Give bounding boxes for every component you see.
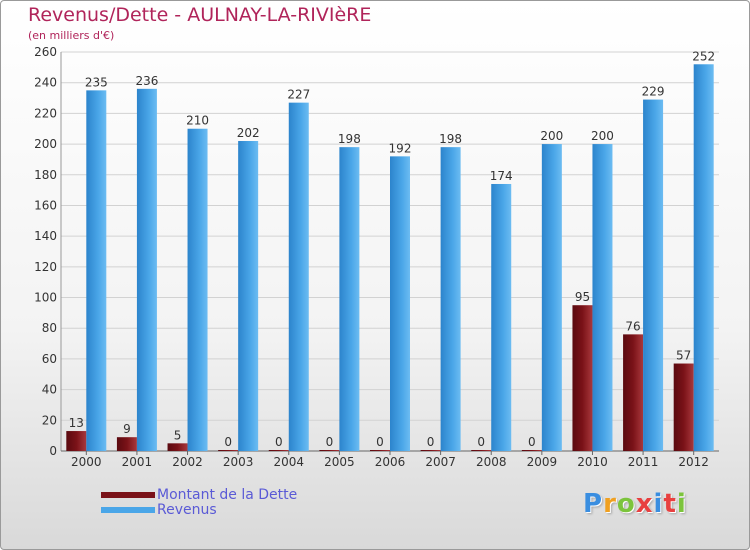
data-label-dette: 0 [224, 435, 232, 449]
data-label-revenus: 227 [287, 88, 310, 102]
y-tick-label: 200 [34, 137, 57, 151]
data-label-dette: 0 [326, 435, 334, 449]
legend-swatch-dette [101, 491, 155, 498]
chart-title: Revenus/Dette - AULNAY-LA-RIVIèRE [28, 4, 372, 26]
legend-item-dette: Montant de la Dette [101, 486, 298, 503]
logo-letter: r [603, 489, 617, 519]
bar-dette [370, 450, 390, 451]
legend-label-revenus: Revenus [157, 501, 217, 518]
x-tick-label: 2012 [678, 455, 709, 469]
bar-dette [218, 450, 239, 451]
data-label-revenus: 174 [490, 169, 513, 183]
data-label-dette: 0 [275, 435, 283, 449]
x-tick-label: 2004 [273, 455, 304, 469]
bar-dette [673, 363, 694, 451]
x-tick-label: 2002 [172, 455, 203, 469]
bar-dette [167, 443, 188, 451]
data-label-dette: 0 [528, 435, 536, 449]
data-label-revenus: 229 [642, 85, 665, 99]
bar-dette [116, 437, 137, 451]
data-label-dette: 9 [123, 422, 131, 436]
bar-dette [623, 334, 644, 451]
x-tick-label: 2007 [425, 455, 456, 469]
data-label-revenus: 202 [237, 126, 260, 140]
bar-dette [521, 450, 542, 451]
bar-revenus [187, 128, 208, 451]
proxiti-logo: Proxiti [583, 489, 687, 519]
logo-letter: i [653, 489, 664, 519]
data-label-dette: 76 [625, 319, 640, 333]
x-tick-label: 2011 [628, 455, 659, 469]
logo-letter: o [616, 489, 636, 519]
y-tick-label: 100 [34, 291, 57, 305]
logo-letter: P [583, 489, 604, 519]
data-label-dette: 0 [477, 435, 485, 449]
x-tick-label: 2008 [476, 455, 507, 469]
bar-dette [420, 450, 441, 451]
data-label-revenus: 200 [591, 129, 614, 143]
bar-revenus [643, 99, 664, 452]
x-tick-label: 2001 [122, 455, 153, 469]
bar-revenus [390, 156, 410, 451]
bar-dette [471, 450, 492, 451]
legend-item-revenus: Revenus [101, 501, 297, 518]
bar-revenus [136, 88, 157, 451]
logo-letter: x [635, 489, 654, 519]
y-tick-label: 260 [34, 45, 57, 59]
bar-dette [572, 305, 593, 451]
bar-dette [319, 450, 340, 451]
data-label-dette: 13 [69, 416, 84, 430]
data-label-dette: 0 [376, 435, 384, 449]
y-tick-label: 180 [34, 168, 57, 182]
x-tick-label: 2009 [527, 455, 558, 469]
data-label-revenus: 252 [692, 49, 715, 63]
data-label-revenus: 236 [135, 74, 158, 88]
bar-revenus [440, 147, 461, 451]
data-label-dette: 57 [676, 349, 691, 363]
legend: Montant de la Dette Revenus [101, 486, 298, 518]
chart-subtitle: (en milliers d'€) [28, 29, 115, 42]
bar-revenus [592, 144, 613, 452]
data-label-dette: 0 [427, 435, 435, 449]
data-label-revenus: 192 [389, 141, 412, 155]
y-tick-label: 240 [34, 76, 57, 90]
bar-revenus [288, 102, 309, 452]
bar-dette [66, 431, 87, 451]
bar-revenus [541, 144, 562, 452]
y-tick-label: 0 [49, 444, 57, 458]
legend-swatch-revenus [101, 506, 155, 513]
y-tick-label: 160 [34, 198, 57, 212]
y-tick-label: 140 [34, 229, 57, 243]
data-label-revenus: 235 [85, 75, 108, 89]
x-tick-label: 2006 [375, 455, 406, 469]
data-label-dette: 5 [174, 428, 182, 442]
bar-revenus [693, 64, 714, 452]
y-tick-label: 40 [42, 383, 57, 397]
logo-letter: t [663, 489, 677, 519]
x-tick-label: 2003 [223, 455, 254, 469]
legend-label-dette: Montant de la Dette [157, 486, 298, 503]
bar-dette [268, 450, 289, 451]
y-tick-label: 220 [34, 106, 57, 120]
data-label-dette: 95 [575, 290, 590, 304]
bar-revenus [491, 183, 512, 451]
x-tick-label: 2000 [71, 455, 102, 469]
y-tick-label: 20 [42, 413, 57, 427]
y-tick-label: 80 [42, 321, 57, 335]
x-tick-label: 2010 [577, 455, 608, 469]
bar-revenus [339, 147, 360, 451]
bar-revenus [238, 141, 259, 451]
bar-revenus [86, 90, 107, 451]
y-tick-label: 60 [42, 352, 57, 366]
logo-letter: i [676, 489, 687, 519]
y-tick-label: 120 [34, 260, 57, 274]
data-label-revenus: 210 [186, 114, 209, 128]
x-tick-label: 2005 [324, 455, 355, 469]
data-label-revenus: 198 [338, 132, 361, 146]
data-label-revenus: 200 [540, 129, 563, 143]
data-label-revenus: 198 [439, 132, 462, 146]
